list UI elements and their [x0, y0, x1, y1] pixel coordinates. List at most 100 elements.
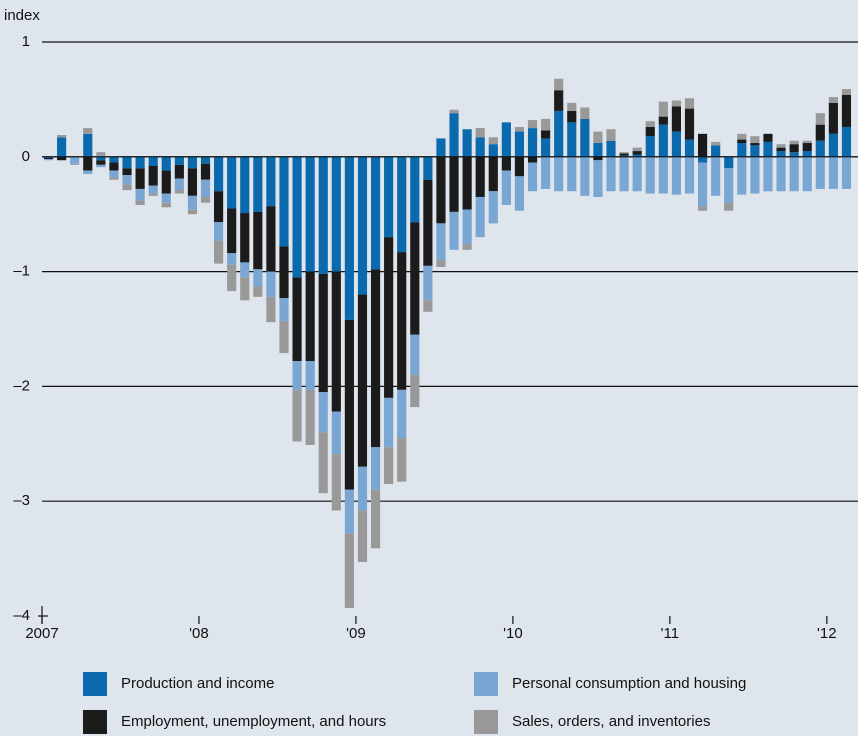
bar — [567, 110, 577, 123]
bar — [200, 163, 211, 180]
bar — [567, 102, 577, 111]
bar — [436, 138, 446, 157]
bar — [253, 211, 263, 270]
bar — [593, 143, 603, 157]
bar — [187, 209, 198, 215]
bar — [318, 273, 328, 393]
bar — [331, 156, 341, 272]
bar — [397, 438, 407, 482]
bar — [841, 89, 852, 95]
bar — [370, 269, 381, 448]
bar — [266, 156, 276, 207]
bar — [279, 246, 289, 299]
bar — [200, 179, 211, 197]
bar — [240, 213, 250, 263]
x-tick-label: '10 — [503, 625, 523, 642]
bar — [750, 143, 760, 146]
bar — [292, 156, 302, 278]
bar — [266, 271, 276, 297]
bar — [279, 156, 289, 247]
x-tick-label: 2007 — [25, 625, 58, 642]
bar — [828, 102, 838, 134]
legend-swatch — [83, 710, 107, 734]
bar — [122, 184, 132, 191]
bar — [541, 118, 551, 131]
bar — [606, 129, 616, 141]
x-tick-label: '12 — [817, 625, 837, 642]
y-tick-label: –3 — [13, 492, 30, 509]
bar — [632, 147, 642, 152]
bar — [789, 144, 799, 153]
bar — [554, 78, 564, 91]
bar — [750, 145, 760, 157]
bar — [776, 156, 786, 192]
bar — [750, 136, 760, 144]
bar — [70, 156, 80, 164]
bar — [580, 107, 590, 119]
bar — [253, 286, 263, 297]
bar — [684, 98, 695, 109]
bar — [436, 260, 446, 268]
bar — [527, 162, 538, 192]
bar — [475, 137, 485, 157]
bar — [357, 156, 368, 295]
bar — [253, 269, 263, 287]
bar — [514, 156, 525, 177]
bar — [279, 298, 289, 321]
bar — [802, 151, 812, 157]
bar — [514, 176, 525, 211]
bar — [541, 138, 551, 157]
bar — [305, 389, 315, 445]
bar — [567, 122, 577, 157]
bar — [828, 156, 838, 189]
y-tick-label: –4 — [13, 607, 30, 624]
bar — [527, 120, 538, 129]
bar — [240, 277, 250, 301]
bar — [266, 206, 276, 272]
legend-label: Personal consumption and housing — [512, 675, 746, 692]
bar — [606, 156, 616, 192]
legend-label: Employment, unemployment, and hours — [121, 713, 386, 730]
bar — [776, 147, 786, 152]
bar — [684, 156, 695, 194]
bar — [109, 156, 119, 163]
bar — [423, 300, 433, 312]
bar — [122, 168, 132, 176]
bar — [83, 156, 93, 171]
bar — [43, 159, 54, 161]
bar — [148, 165, 158, 186]
bar — [318, 432, 328, 494]
legend-swatch — [474, 710, 498, 734]
bar — [449, 156, 459, 212]
bar — [57, 137, 67, 157]
bar — [763, 141, 773, 157]
bar — [214, 222, 224, 241]
bar — [187, 195, 198, 210]
bar — [671, 106, 681, 132]
bar — [554, 110, 564, 157]
bar — [724, 168, 734, 203]
bar — [344, 319, 354, 490]
bar — [488, 137, 498, 145]
bar — [135, 200, 145, 206]
bar — [279, 320, 289, 354]
bar — [148, 193, 158, 196]
bar — [541, 130, 551, 139]
bar — [763, 133, 773, 142]
bar — [645, 136, 655, 157]
bar — [96, 152, 106, 157]
bar — [410, 374, 420, 408]
bar — [776, 151, 786, 157]
bar — [83, 128, 93, 134]
bar — [384, 237, 394, 398]
bar — [148, 185, 158, 194]
bar — [57, 134, 67, 138]
bar — [697, 162, 708, 207]
bar — [828, 97, 838, 103]
bar — [593, 156, 603, 161]
bar — [501, 122, 511, 157]
bar — [318, 156, 328, 274]
bar — [789, 140, 799, 145]
bar — [828, 133, 838, 157]
bar — [357, 510, 368, 563]
